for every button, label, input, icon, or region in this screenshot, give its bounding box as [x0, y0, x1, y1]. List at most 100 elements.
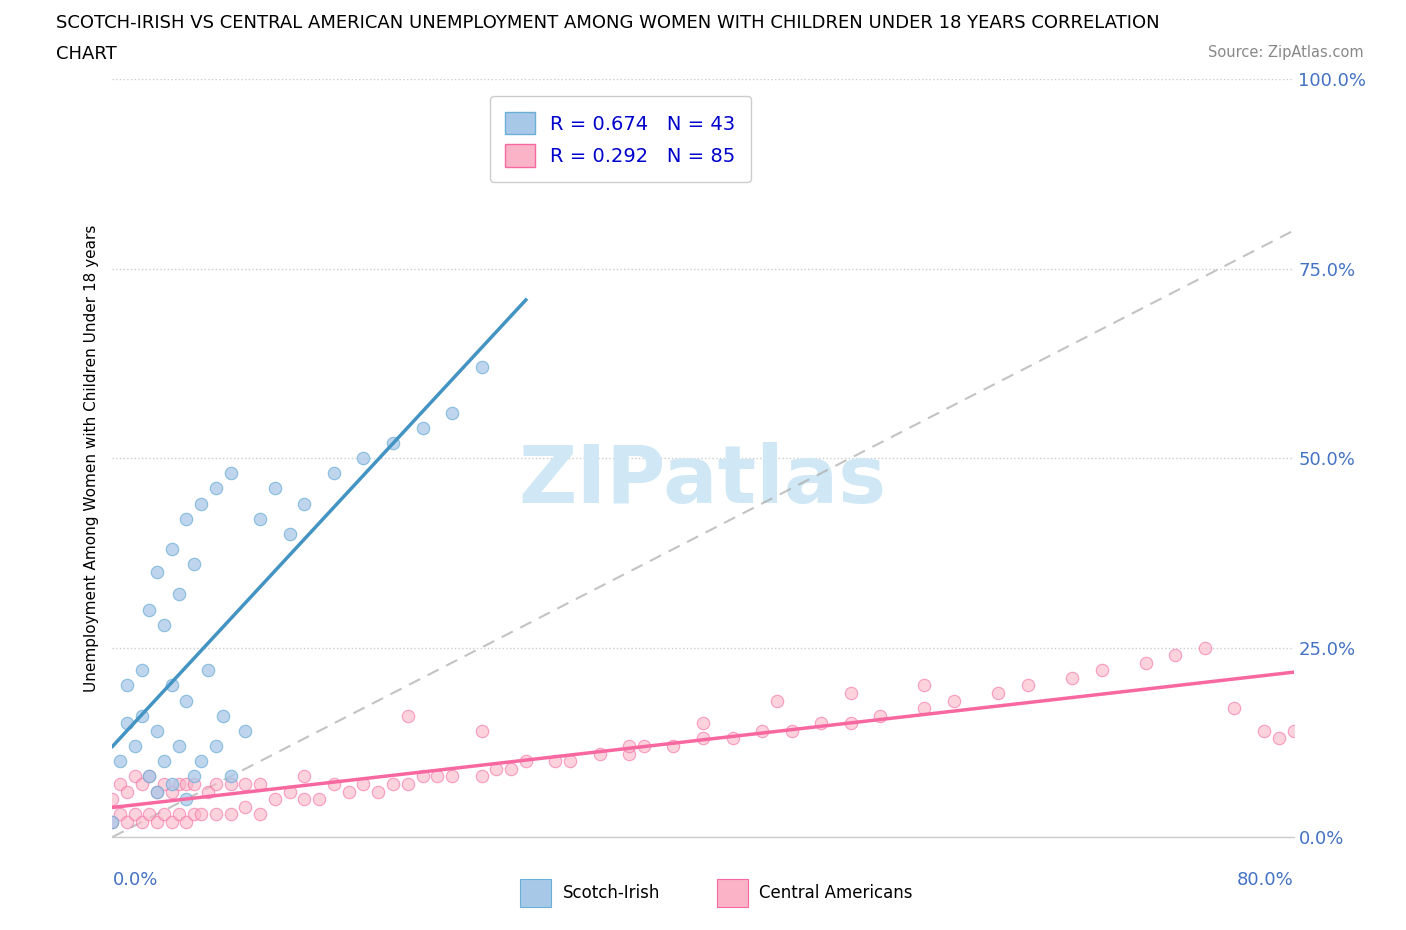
- Point: [160, 541, 183, 556]
- Point: [1017, 678, 1039, 693]
- Point: [183, 777, 205, 791]
- Point: [146, 565, 169, 579]
- Point: [153, 618, 176, 632]
- Point: [174, 512, 197, 526]
- Point: [131, 777, 153, 791]
- Point: [323, 777, 346, 791]
- Point: [124, 769, 146, 784]
- Point: [167, 777, 190, 791]
- Point: [780, 724, 803, 738]
- Point: [131, 663, 153, 678]
- Point: [558, 753, 582, 768]
- Point: [249, 512, 271, 526]
- Point: [352, 451, 374, 466]
- Point: [470, 769, 494, 784]
- Text: ZIPatlas: ZIPatlas: [519, 442, 887, 520]
- Point: [264, 481, 287, 496]
- Text: 0.0%: 0.0%: [112, 871, 157, 889]
- Point: [1135, 656, 1157, 671]
- Point: [131, 709, 153, 724]
- Point: [138, 807, 160, 822]
- Point: [1062, 671, 1084, 685]
- Point: [146, 815, 169, 830]
- Point: [426, 769, 449, 784]
- Point: [174, 777, 197, 791]
- Point: [205, 738, 228, 753]
- Point: [869, 709, 891, 724]
- Point: [1194, 640, 1216, 655]
- Point: [352, 777, 374, 791]
- Point: [470, 360, 494, 375]
- Point: [1091, 663, 1114, 678]
- Point: [101, 791, 124, 806]
- Point: [160, 678, 183, 693]
- Point: [124, 807, 146, 822]
- Point: [323, 466, 346, 481]
- Point: [233, 724, 256, 738]
- Point: [501, 762, 523, 777]
- Point: [292, 791, 315, 806]
- Point: [219, 769, 242, 784]
- Point: [1223, 700, 1246, 715]
- Point: [233, 799, 256, 814]
- Point: [167, 807, 190, 822]
- Point: [292, 496, 315, 511]
- Point: [914, 700, 936, 715]
- Point: [308, 791, 330, 806]
- Point: [367, 784, 389, 799]
- Point: [766, 693, 789, 708]
- Point: [101, 815, 124, 830]
- Point: [1253, 724, 1275, 738]
- Point: [219, 466, 242, 481]
- Point: [117, 678, 138, 693]
- Point: [233, 777, 256, 791]
- Point: [544, 753, 567, 768]
- Point: [264, 791, 287, 806]
- Point: [138, 769, 160, 784]
- Point: [219, 777, 242, 791]
- Point: [153, 807, 176, 822]
- Point: [117, 784, 138, 799]
- Point: [160, 815, 183, 830]
- Point: [292, 769, 315, 784]
- Point: [914, 678, 936, 693]
- Point: [588, 746, 610, 761]
- Point: [249, 807, 271, 822]
- Point: [160, 784, 183, 799]
- Point: [131, 815, 153, 830]
- Point: [138, 603, 160, 618]
- Point: [205, 777, 228, 791]
- Point: [146, 784, 169, 799]
- Point: [470, 724, 494, 738]
- Point: [515, 753, 537, 768]
- Point: [146, 724, 169, 738]
- Text: 80.0%: 80.0%: [1237, 871, 1294, 889]
- Text: CHART: CHART: [56, 45, 117, 62]
- Point: [692, 716, 714, 731]
- Point: [138, 769, 160, 784]
- Point: [174, 693, 197, 708]
- Point: [751, 724, 773, 738]
- Point: [411, 420, 433, 435]
- Point: [146, 784, 169, 799]
- Point: [396, 709, 419, 724]
- Point: [411, 769, 433, 784]
- Point: [197, 784, 219, 799]
- Text: SCOTCH-IRISH VS CENTRAL AMERICAN UNEMPLOYMENT AMONG WOMEN WITH CHILDREN UNDER 18: SCOTCH-IRISH VS CENTRAL AMERICAN UNEMPLO…: [56, 14, 1160, 32]
- Point: [692, 731, 714, 746]
- Point: [108, 777, 131, 791]
- Point: [1164, 647, 1187, 662]
- Point: [619, 738, 641, 753]
- Point: [662, 738, 685, 753]
- Point: [108, 807, 131, 822]
- Point: [1268, 731, 1291, 746]
- Text: Scotch-Irish: Scotch-Irish: [562, 884, 659, 902]
- Point: [101, 815, 124, 830]
- Point: [278, 784, 301, 799]
- Point: [153, 753, 176, 768]
- Point: [441, 405, 464, 420]
- Y-axis label: Unemployment Among Women with Children Under 18 years: Unemployment Among Women with Children U…: [83, 224, 98, 692]
- Point: [205, 807, 228, 822]
- Point: [167, 587, 190, 602]
- Point: [183, 807, 205, 822]
